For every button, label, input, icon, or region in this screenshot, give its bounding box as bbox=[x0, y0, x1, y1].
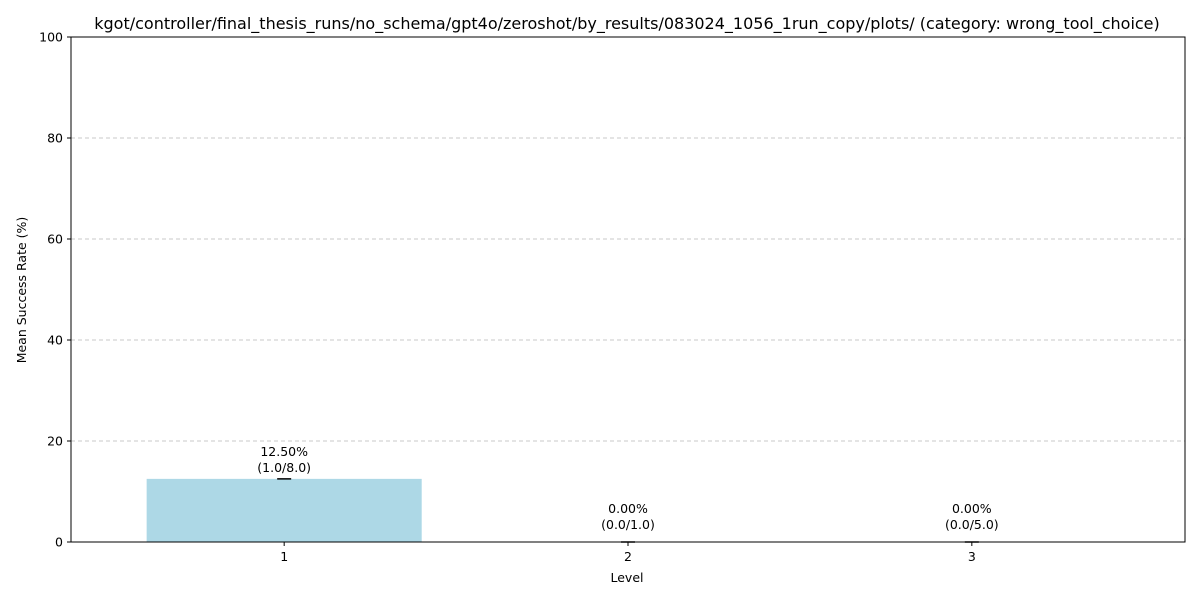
data-label-percent: 0.00% bbox=[952, 501, 992, 516]
x-tick-label: 3 bbox=[968, 549, 976, 564]
data-label-count: (0.0/5.0) bbox=[945, 517, 999, 532]
y-tick-label: 100 bbox=[39, 30, 63, 45]
data-label-count: (1.0/8.0) bbox=[257, 460, 311, 475]
bar-level-1 bbox=[146, 478, 422, 542]
y-tick-label: 40 bbox=[47, 333, 63, 348]
y-tick-label: 60 bbox=[47, 232, 63, 247]
x-axis-ticks: 1 2 3 bbox=[280, 542, 976, 564]
y-tick-label: 20 bbox=[47, 434, 63, 449]
x-axis-label: Level bbox=[611, 570, 644, 585]
plot-frame bbox=[70, 36, 1186, 543]
data-label-percent: 0.00% bbox=[608, 501, 648, 516]
bars bbox=[146, 478, 422, 542]
gridlines bbox=[71, 137, 1185, 442]
y-axis-label: Mean Success Rate (%) bbox=[14, 217, 29, 364]
data-labels: (1.0/8.0)12.50%(0.0/1.0)0.00%(0.0/5.0)0.… bbox=[257, 444, 998, 532]
chart-title: kgot/controller/final_thesis_runs/no_sch… bbox=[94, 14, 1160, 34]
data-label-count: (0.0/1.0) bbox=[601, 517, 655, 532]
x-tick-label: 1 bbox=[280, 549, 288, 564]
x-tick-label: 2 bbox=[624, 549, 632, 564]
data-label-percent: 12.50% bbox=[260, 444, 308, 459]
y-axis-ticks: 0 20 40 60 80 100 bbox=[39, 30, 71, 550]
y-tick-label: 0 bbox=[55, 535, 63, 550]
y-tick-label: 80 bbox=[47, 131, 63, 146]
